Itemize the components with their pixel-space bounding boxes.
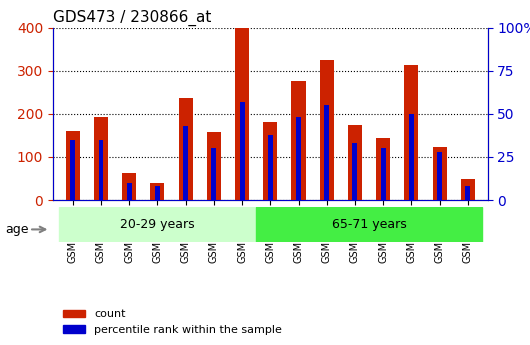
Bar — [240, 102, 244, 200]
Bar — [465, 186, 470, 200]
Bar — [59, 207, 256, 242]
Bar — [348, 125, 362, 200]
Bar — [461, 179, 475, 200]
Bar — [155, 186, 160, 200]
Bar — [437, 152, 442, 200]
Bar — [352, 143, 357, 200]
Bar — [183, 126, 188, 200]
Bar — [292, 81, 306, 200]
Text: 65-71 years: 65-71 years — [332, 218, 407, 231]
Bar — [320, 60, 334, 200]
Bar — [376, 138, 390, 200]
Text: GDS473 / 230866_at: GDS473 / 230866_at — [53, 10, 211, 26]
Text: age: age — [5, 223, 29, 236]
Bar — [179, 98, 193, 200]
Bar — [256, 207, 482, 242]
Text: 20-29 years: 20-29 years — [120, 218, 195, 231]
Bar — [404, 65, 419, 200]
Bar — [94, 117, 108, 200]
Bar — [99, 140, 103, 200]
Bar — [409, 114, 414, 200]
Bar — [263, 122, 277, 200]
Bar — [122, 173, 136, 200]
Bar — [151, 183, 164, 200]
Bar — [324, 105, 329, 200]
Bar — [381, 148, 386, 200]
Bar — [432, 148, 447, 200]
Legend: count, percentile rank within the sample: count, percentile rank within the sample — [58, 305, 286, 339]
Bar — [296, 117, 301, 200]
Bar — [268, 135, 273, 200]
Bar — [70, 140, 75, 200]
Bar — [235, 29, 249, 200]
Bar — [127, 183, 131, 200]
Bar — [207, 132, 221, 200]
Bar — [211, 148, 216, 200]
Bar — [66, 131, 80, 200]
